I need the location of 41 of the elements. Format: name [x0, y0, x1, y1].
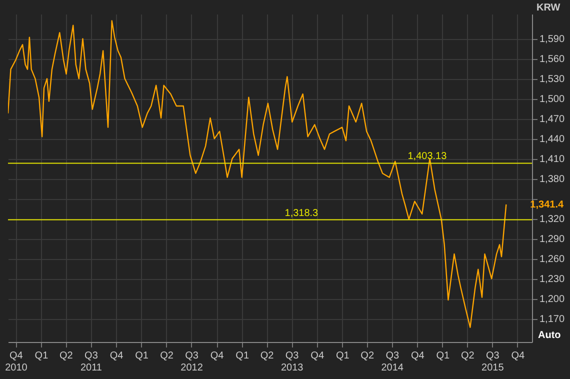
text: Auto — [538, 330, 561, 341]
y-tick-label: 1,590 — [540, 34, 565, 46]
x-tick-label: Q4 — [110, 350, 124, 362]
x-tick-label: Q2 — [460, 350, 475, 362]
y-tick-label: 1,200 — [540, 294, 565, 306]
x-tick-label: Q4 — [410, 350, 425, 362]
y-tick-label: 1,500 — [540, 94, 565, 106]
ref-line-label: 1,318.3 — [284, 208, 319, 219]
x-tick-label: Q2 — [360, 350, 374, 362]
x-tick-label: Q1 — [236, 350, 250, 362]
x-tick-label: Q4 — [210, 350, 224, 362]
x-tick-label: Q2 — [160, 350, 174, 362]
x-tick-label: Q1 — [436, 350, 450, 362]
y-tick-label: 1,170 — [540, 314, 565, 326]
y-tick-label: 1,230 — [540, 274, 565, 286]
x-tick-label: Q2 — [60, 350, 74, 362]
y-tick-label: 1,470 — [540, 114, 565, 126]
x-tick-label: Q3 2014 — [381, 350, 404, 374]
y-tick-label: 1,290 — [540, 234, 565, 246]
y-tick-label: 1,440 — [540, 134, 565, 146]
x-tick-label: Q1 — [336, 350, 350, 362]
x-tick-label: Q1 — [135, 350, 149, 362]
x-tick-label: Q3 2013 — [280, 350, 304, 374]
y-tick-label: 1,260 — [540, 254, 565, 266]
y-tick-label: 1,560 — [540, 54, 565, 66]
x-tick-label: Q4 2010 — [5, 350, 28, 374]
x-tick-label: Q4 — [511, 350, 526, 362]
y-axis-title: KRW — [536, 2, 561, 14]
x-tick-label: Q3 2012 — [180, 350, 204, 374]
x-tick-label: Q1 — [34, 350, 49, 362]
x-tick-label: Q3 2011 — [80, 350, 102, 374]
y-tick-label: 1,380 — [540, 174, 565, 186]
x-tick-label: Q2 — [260, 350, 274, 362]
line-series — [8, 20, 507, 328]
x-tick-label: Q3 2015 — [482, 350, 504, 374]
annotation: 1,341.4 — [530, 199, 564, 210]
x-tick-label: Q4 — [310, 350, 324, 362]
y-tick-label: 1,320 — [540, 214, 565, 226]
ref-line-label: 1,403.13 — [408, 151, 448, 162]
y-tick-label: 1,530 — [540, 74, 565, 86]
y-tick-label: 1,410 — [540, 154, 565, 166]
